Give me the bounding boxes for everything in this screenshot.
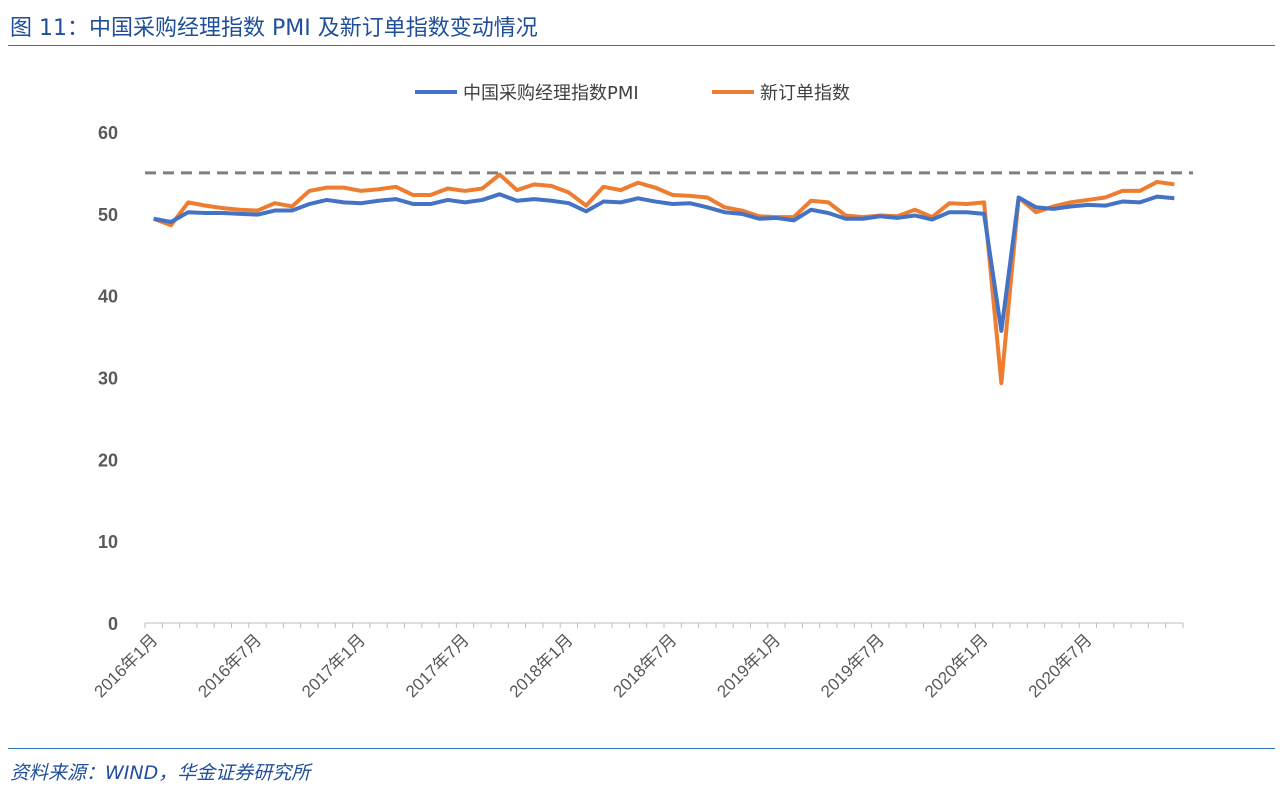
x-tick-label: 2016年1月	[91, 630, 162, 701]
y-tick-label: 30	[98, 369, 118, 389]
source-note: 资料来源：WIND，华金证券研究所	[10, 762, 311, 784]
x-tick-label: 2017年7月	[402, 630, 473, 701]
x-tick-label: 2018年1月	[506, 630, 577, 701]
bottom-divider	[8, 748, 1275, 749]
legend-label: 中国采购经理指数PMI	[463, 83, 639, 104]
y-tick-label: 0	[108, 614, 118, 634]
figure-title: 图 11：中国采购经理指数 PMI 及新订单指数变动情况	[10, 16, 538, 41]
x-tick-label: 2019年7月	[817, 630, 888, 701]
series-line-1	[152, 172, 1175, 386]
y-tick-label: 20	[98, 450, 118, 470]
x-tick-label: 2018年7月	[610, 630, 681, 701]
y-tick-label: 10	[98, 532, 118, 552]
top-divider	[8, 45, 1275, 46]
x-tick-label: 2019年1月	[713, 630, 784, 701]
x-tick-label: 2017年1月	[298, 630, 369, 701]
y-tick-label: 60	[98, 123, 118, 143]
legend-label: 新订单指数	[760, 83, 850, 104]
x-tick-label: 2020年1月	[921, 630, 992, 701]
x-tick-label: 2020年7月	[1025, 630, 1096, 701]
series-line-0	[153, 192, 1175, 333]
y-tick-label: 40	[98, 287, 118, 307]
y-tick-label: 50	[98, 205, 118, 225]
x-tick-label: 2016年7月	[194, 630, 265, 701]
